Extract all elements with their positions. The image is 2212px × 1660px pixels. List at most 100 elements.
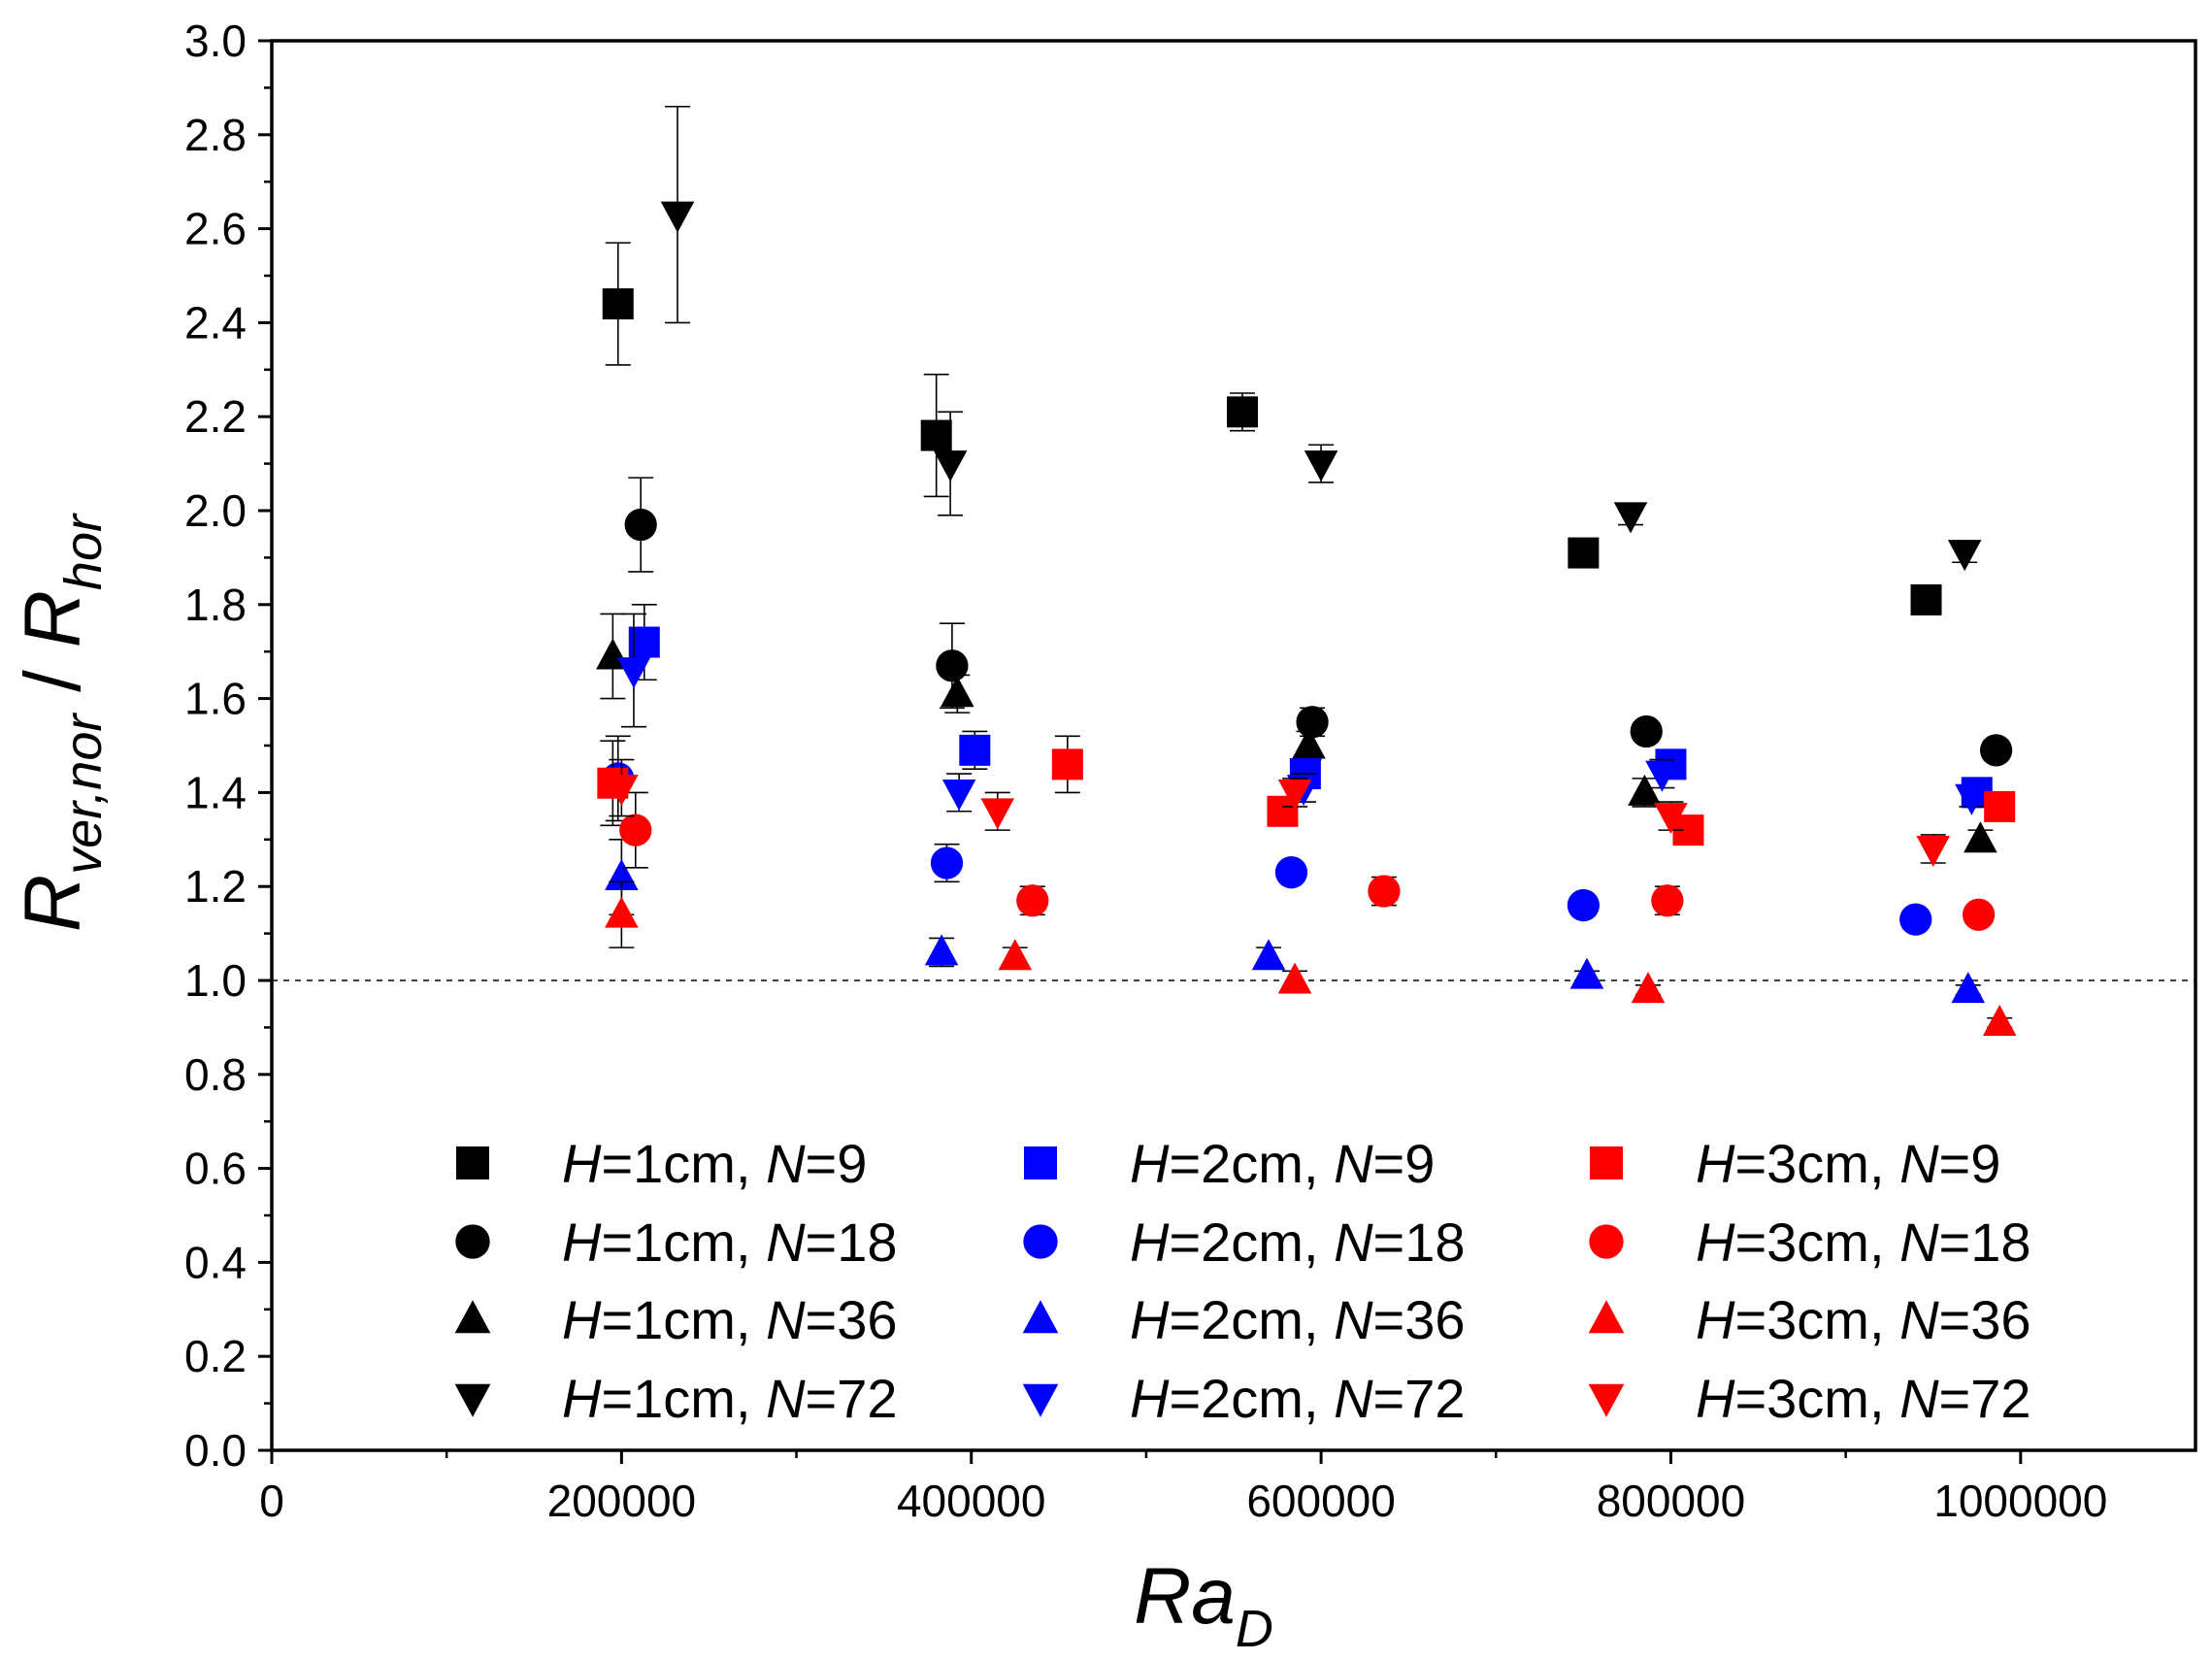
legend-label-n: N	[1334, 1368, 1373, 1429]
y-tick-label: 0.2	[184, 1331, 247, 1381]
x-axis-label-main: Ra	[1134, 1552, 1236, 1641]
data-point	[1227, 396, 1259, 428]
legend-label-nval: =18	[1373, 1212, 1466, 1273]
data-point	[1910, 583, 1942, 615]
legend-label-h: H	[562, 1368, 602, 1429]
legend-label-h: H	[1696, 1289, 1735, 1350]
x-tick-label: 1000000	[1933, 1476, 2107, 1526]
data-point	[1955, 783, 1989, 815]
y-axis-label-sub-2: hor	[54, 513, 113, 590]
legend-label: H=2cm, N=9	[1130, 1133, 1435, 1194]
data-point	[1979, 734, 2013, 767]
data-point	[1645, 760, 1679, 792]
data-points	[596, 105, 2017, 1036]
y-tick-label: 1.4	[184, 767, 247, 817]
data-point	[1962, 898, 1996, 931]
legend-label: H=3cm, N=72	[1696, 1368, 2031, 1429]
legend-label-n: N	[766, 1212, 806, 1273]
data-point	[1304, 450, 1338, 482]
legend-label-n: N	[766, 1368, 806, 1429]
x-axis-label-sub: D	[1236, 1600, 1273, 1658]
legend-label-n: N	[1899, 1133, 1939, 1194]
data-point	[959, 734, 991, 766]
y-axis-label: Rver,nor / Rhor	[9, 513, 113, 932]
y-tick-label: 1.6	[184, 674, 247, 724]
y-axis-label-main-2: R	[9, 590, 97, 647]
legend-label-h: H	[562, 1133, 602, 1194]
legend-label-h: H	[1130, 1368, 1170, 1429]
legend-label-hval: =2cm,	[1169, 1212, 1334, 1273]
legend: H=1cm, N=9H=1cm, N=18H=1cm, N=36H=1cm, N…	[454, 1133, 2031, 1429]
legend-label-h: H	[1130, 1212, 1170, 1273]
data-point	[1630, 714, 1663, 748]
legend-label-n: N	[1899, 1212, 1939, 1273]
data-point	[1951, 972, 1986, 1004]
data-point	[1567, 888, 1601, 922]
legend-label-nval: =36	[1939, 1289, 2031, 1350]
data-point	[1368, 875, 1401, 908]
data-point	[1631, 972, 1666, 1004]
legend-label: H=1cm, N=36	[562, 1289, 898, 1350]
legend-label: H=3cm, N=18	[1696, 1212, 2031, 1273]
legend-label-nval: =18	[806, 1212, 898, 1273]
y-axis-label-main-1: R	[9, 875, 97, 932]
legend-label-n: N	[1334, 1289, 1373, 1350]
data-point	[920, 419, 952, 451]
y-tick-label: 0.6	[184, 1144, 247, 1194]
data-point	[1296, 706, 1329, 739]
legend-label-hval: =1cm,	[601, 1133, 766, 1194]
data-point	[619, 813, 652, 847]
legend-marker	[1022, 1383, 1059, 1417]
legend-label-n: N	[1899, 1289, 1939, 1350]
legend-label-hval: =2cm,	[1169, 1289, 1334, 1350]
data-point	[1984, 790, 2016, 822]
data-point	[1277, 779, 1312, 811]
y-tick-label: 0.8	[184, 1049, 247, 1100]
legend-marker	[1588, 1383, 1625, 1417]
legend-marker	[1023, 1224, 1058, 1259]
legend-marker	[1022, 1300, 1059, 1334]
legend-label-h: H	[562, 1212, 602, 1273]
legend-marker	[1588, 1300, 1625, 1334]
data-point	[660, 201, 695, 233]
legend-label-n: N	[766, 1133, 806, 1194]
data-point	[930, 847, 964, 880]
legend-label: H=2cm, N=36	[1130, 1289, 1466, 1350]
legend-label-hval: =3cm,	[1734, 1212, 1899, 1273]
y-tick-label: 1.8	[184, 580, 247, 630]
legend-label-nval: =9	[1373, 1133, 1436, 1194]
legend-marker	[454, 1300, 491, 1334]
legend-marker	[1589, 1224, 1624, 1259]
legend-label: H=1cm, N=18	[562, 1212, 898, 1273]
legend-label-hval: =1cm,	[601, 1368, 766, 1429]
data-point	[936, 649, 969, 682]
legend-label-n: N	[1899, 1368, 1939, 1429]
data-point	[1613, 502, 1648, 534]
legend-label-h: H	[1130, 1289, 1170, 1350]
data-point	[998, 939, 1033, 971]
data-point	[1277, 962, 1312, 994]
y-axis-label-separator: /	[9, 647, 97, 714]
y-axis-label-sub-1: ver,nor	[54, 713, 113, 875]
legend-label-h: H	[562, 1289, 602, 1350]
legend-label: H=3cm, N=9	[1696, 1133, 2000, 1194]
legend-label-nval: =36	[806, 1289, 898, 1350]
legend-label-h: H	[1696, 1133, 1735, 1194]
legend-marker	[1024, 1146, 1057, 1179]
legend-label-h: H	[1696, 1212, 1735, 1273]
data-point	[1654, 803, 1688, 835]
legend-label-n: N	[1334, 1133, 1373, 1194]
data-point	[1651, 884, 1684, 917]
data-point	[941, 779, 976, 811]
legend-label-nval: =36	[1373, 1289, 1466, 1350]
data-point	[1964, 821, 1997, 853]
data-point	[1274, 856, 1308, 889]
legend-label: H=3cm, N=36	[1696, 1289, 2031, 1350]
data-point	[605, 775, 639, 807]
legend-label-hval: =1cm,	[601, 1289, 766, 1350]
data-point	[1568, 537, 1600, 569]
y-tick-label: 2.8	[184, 110, 247, 160]
data-point	[605, 896, 639, 928]
x-axis-label: RaD	[1134, 1552, 1273, 1658]
